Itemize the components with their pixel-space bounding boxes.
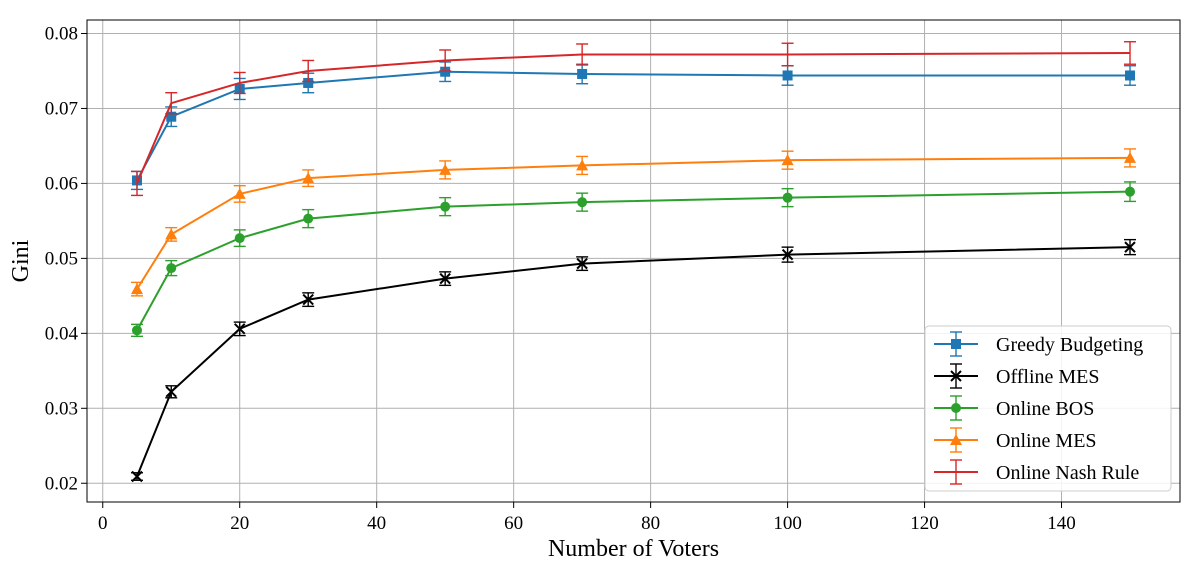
series-online-mes (130, 148, 1137, 297)
series-line (136, 190, 1131, 331)
y-tick-label: 0.05 (45, 248, 78, 269)
data-point (1124, 151, 1137, 163)
x-tick-label: 60 (504, 513, 523, 534)
x-axis-title: Number of Voters (548, 536, 719, 562)
series-line (136, 246, 1131, 477)
legend: Greedy Budgeting Offline MES Online BOS Onl… (924, 325, 1172, 492)
data-point (439, 272, 451, 285)
legend-label: Greedy Budgeting (996, 334, 1143, 356)
legend-label: Online Nash Rule (996, 462, 1139, 484)
x-tick-label: 140 (1047, 513, 1076, 534)
data-point (131, 325, 142, 336)
x-tick-label: 20 (230, 513, 249, 534)
series-offline-mes (130, 238, 1137, 483)
plot-frame (86, 19, 1181, 503)
data-point (166, 263, 177, 274)
data-point (165, 228, 178, 240)
data-point (234, 323, 246, 335)
x-tick-label: 120 (910, 513, 939, 534)
x-tick-label: 0 (98, 513, 108, 534)
x-tick-label: 40 (367, 513, 386, 534)
y-tick-label: 0.04 (45, 323, 79, 344)
legend-entry: Online Nash Rule (934, 459, 1139, 485)
data-point (577, 197, 588, 208)
legend-marker (950, 434, 962, 445)
data-point (781, 154, 794, 166)
series-greedy-budgeting (130, 61, 1137, 191)
data-point (577, 68, 588, 79)
data-point (1124, 241, 1136, 253)
data-point (303, 77, 314, 88)
data-point (233, 187, 246, 199)
series-online-nash-rule (130, 41, 1137, 197)
series-group (130, 41, 1137, 483)
data-point (782, 70, 793, 81)
y-tick-label: 0.03 (45, 398, 78, 419)
legend-entry: Offline MES (934, 363, 1100, 389)
legend-label: Online MES (996, 430, 1097, 452)
axis-ticks: 0 20 40 60 80 100 120 140 0.02 0.03 0.04 0.05 0.06 0.… (45, 23, 1076, 534)
data-point (130, 283, 143, 295)
x-tick-label: 100 (773, 513, 802, 534)
data-point (302, 172, 315, 184)
data-point (1125, 186, 1136, 197)
legend-entry: Greedy Budgeting (934, 331, 1143, 357)
legend-label: Online BOS (996, 398, 1094, 420)
legend-entry: Online MES (934, 427, 1097, 453)
data-point (781, 248, 794, 261)
data-point (302, 293, 314, 306)
legend-marker (951, 403, 961, 413)
y-tick-label: 0.08 (45, 23, 78, 44)
y-tick-label: 0.06 (45, 173, 78, 194)
legend-label: Offline MES (996, 366, 1100, 388)
legend-marker (951, 339, 961, 349)
data-point (165, 386, 177, 398)
series-online-bos (130, 181, 1137, 338)
data-point (440, 66, 451, 77)
series-line (136, 156, 1131, 290)
legend-box (924, 325, 1172, 492)
data-point (439, 163, 452, 175)
series-line (136, 51, 1131, 184)
series-line (136, 70, 1131, 181)
x-tick-label: 80 (641, 513, 660, 534)
data-point (166, 111, 177, 122)
data-point (234, 233, 245, 244)
y-axis-title: Gini (8, 239, 34, 282)
y-tick-label: 0.07 (45, 98, 78, 119)
data-point (576, 257, 588, 270)
data-point (303, 213, 314, 224)
data-point (782, 192, 793, 203)
y-tick-label: 0.02 (45, 473, 78, 494)
data-point (131, 470, 143, 483)
data-point (576, 159, 589, 171)
legend-marker (950, 370, 962, 382)
data-point (1125, 70, 1136, 81)
data-point (440, 201, 451, 212)
legend-entry: Online BOS (934, 395, 1094, 421)
